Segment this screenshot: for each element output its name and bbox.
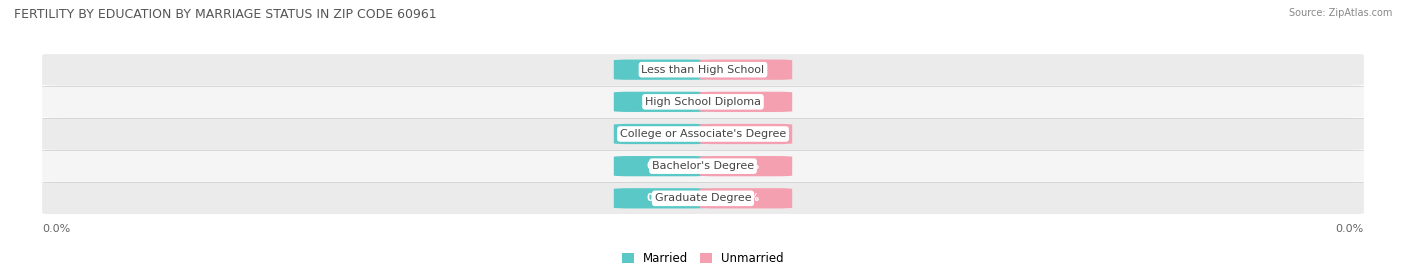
- Text: 0.0%: 0.0%: [733, 65, 759, 75]
- FancyBboxPatch shape: [700, 156, 792, 176]
- Text: 0.0%: 0.0%: [733, 193, 759, 203]
- FancyBboxPatch shape: [42, 182, 1364, 214]
- Text: 0.0%: 0.0%: [733, 161, 759, 171]
- Text: 0.0%: 0.0%: [1336, 224, 1364, 234]
- Text: 0.0%: 0.0%: [647, 97, 673, 107]
- Text: College or Associate's Degree: College or Associate's Degree: [620, 129, 786, 139]
- FancyBboxPatch shape: [42, 54, 1364, 86]
- FancyBboxPatch shape: [42, 118, 1364, 150]
- FancyBboxPatch shape: [42, 150, 1364, 182]
- Legend: Married, Unmarried: Married, Unmarried: [617, 247, 789, 268]
- Text: 0.0%: 0.0%: [647, 129, 673, 139]
- Text: Source: ZipAtlas.com: Source: ZipAtlas.com: [1288, 8, 1392, 18]
- FancyBboxPatch shape: [700, 92, 792, 112]
- FancyBboxPatch shape: [700, 188, 792, 209]
- Text: 0.0%: 0.0%: [733, 129, 759, 139]
- Text: Graduate Degree: Graduate Degree: [655, 193, 751, 203]
- Text: 0.0%: 0.0%: [647, 65, 673, 75]
- FancyBboxPatch shape: [700, 124, 792, 144]
- Text: High School Diploma: High School Diploma: [645, 97, 761, 107]
- Text: Bachelor's Degree: Bachelor's Degree: [652, 161, 754, 171]
- Text: Less than High School: Less than High School: [641, 65, 765, 75]
- FancyBboxPatch shape: [614, 188, 706, 209]
- FancyBboxPatch shape: [42, 86, 1364, 118]
- FancyBboxPatch shape: [614, 156, 706, 176]
- Text: FERTILITY BY EDUCATION BY MARRIAGE STATUS IN ZIP CODE 60961: FERTILITY BY EDUCATION BY MARRIAGE STATU…: [14, 8, 437, 21]
- Text: 0.0%: 0.0%: [733, 97, 759, 107]
- FancyBboxPatch shape: [614, 92, 706, 112]
- FancyBboxPatch shape: [614, 59, 706, 80]
- FancyBboxPatch shape: [614, 124, 706, 144]
- FancyBboxPatch shape: [700, 59, 792, 80]
- Text: 0.0%: 0.0%: [42, 224, 70, 234]
- Text: 0.0%: 0.0%: [647, 161, 673, 171]
- Text: 0.0%: 0.0%: [647, 193, 673, 203]
